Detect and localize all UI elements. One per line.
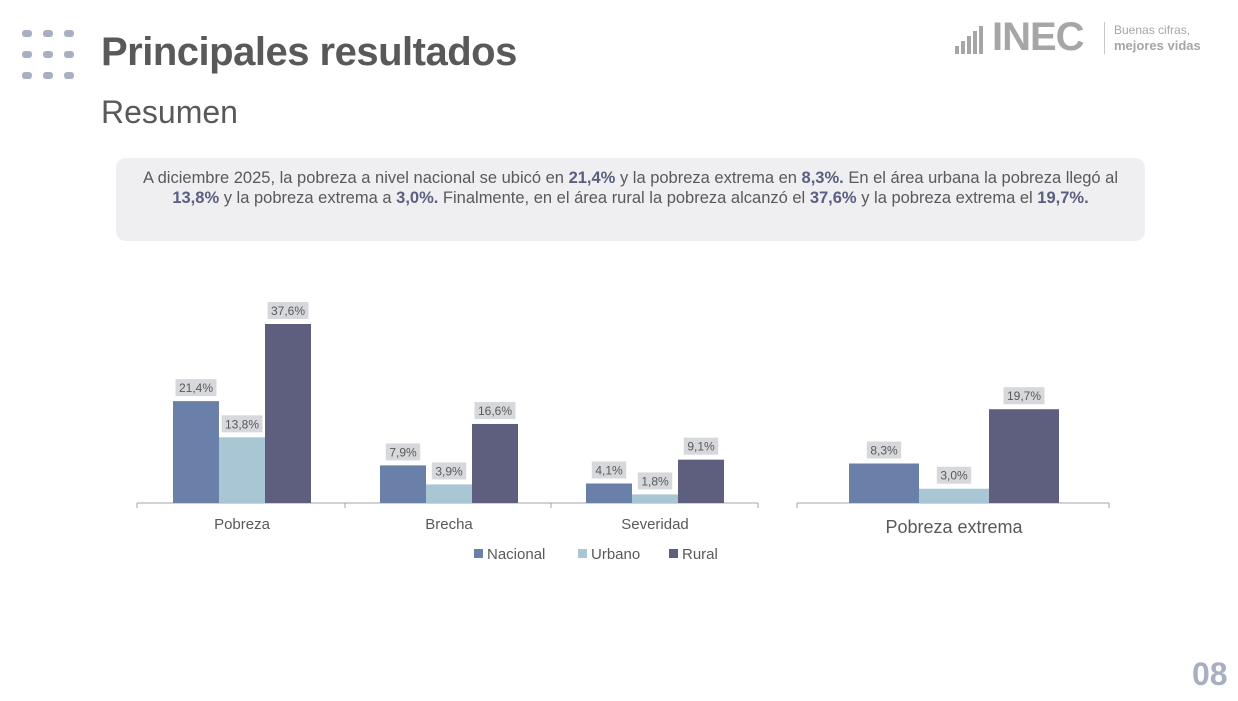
bar-rural-pobreza-extrema: [989, 409, 1059, 503]
data-label-bg: [591, 461, 627, 479]
page-title: Principales resultados: [101, 30, 517, 74]
data-label: 7,9%: [389, 445, 417, 459]
data-label: 8,3%: [870, 443, 898, 457]
bar-urbano-brecha: [426, 484, 472, 503]
page-number: 08: [1192, 656, 1228, 692]
bar-nacional-pobreza-extrema: [849, 463, 919, 503]
data-label-bg: [1003, 387, 1045, 405]
logo-mark: INEC: [992, 15, 1085, 59]
data-label: 16,6%: [478, 404, 512, 418]
logo-tagline-1: Buenas cifras,: [1114, 23, 1191, 37]
category-label: Pobreza: [214, 516, 271, 533]
data-label-bg: [866, 441, 902, 459]
bar-rural-brecha: [472, 423, 518, 503]
logo-divider: [1104, 22, 1105, 54]
data-label-bg: [683, 437, 719, 455]
summary-box: A diciembre 2025, la pobreza a nivel nac…: [116, 158, 1145, 241]
data-label-bg: [474, 401, 516, 419]
data-label-bg: [267, 302, 309, 319]
legend-label-rural: Rural: [682, 546, 718, 563]
bar-nacional-pobreza: [173, 401, 219, 503]
bar-nacional-severidad: [586, 483, 632, 503]
data-label: 1,8%: [641, 474, 669, 488]
data-label: 3,9%: [435, 464, 463, 478]
data-label: 13,8%: [225, 417, 259, 431]
data-label: 37,6%: [271, 304, 305, 318]
bar-urbano-severidad: [632, 494, 678, 503]
signal-bars-icon: [955, 24, 989, 54]
summary-text: A diciembre 2025, la pobreza a nivel nac…: [142, 169, 1119, 207]
bar-urbano-pobreza: [219, 437, 265, 503]
data-label-bg: [385, 443, 421, 461]
category-label: Pobreza extrema: [885, 517, 1023, 537]
data-label: 19,7%: [1007, 389, 1041, 403]
legend-label-nacional: Nacional: [487, 546, 545, 563]
data-label-bg: [936, 466, 972, 484]
bar-nacional-brecha: [380, 465, 426, 503]
legend-swatch-nacional: [474, 549, 483, 558]
inec-logo: INEC Buenas cifras, mejores vidas: [955, 15, 1217, 59]
data-label-bg: [175, 379, 217, 397]
bar-urbano-pobreza-extrema: [919, 488, 989, 503]
data-label-bg: [431, 462, 467, 480]
legend-swatch-urbano: [578, 549, 587, 558]
data-label: 3,0%: [940, 469, 968, 483]
page-subtitle: Resumen: [101, 94, 238, 130]
category-label: Brecha: [425, 516, 473, 533]
bar-rural-pobreza: [265, 324, 311, 503]
data-label-bg: [221, 415, 263, 433]
data-label: 4,1%: [595, 463, 623, 477]
category-label: Severidad: [621, 516, 689, 533]
logo-tagline-2: mejores vidas: [1114, 38, 1201, 53]
data-label: 21,4%: [179, 381, 213, 395]
menu-grid-icon: [22, 30, 74, 82]
bar-rural-severidad: [678, 459, 724, 503]
data-label-bg: [637, 472, 673, 490]
legend-swatch-rural: [669, 549, 678, 558]
data-label: 9,1%: [687, 440, 715, 454]
legend-label-urbano: Urbano: [591, 546, 640, 563]
